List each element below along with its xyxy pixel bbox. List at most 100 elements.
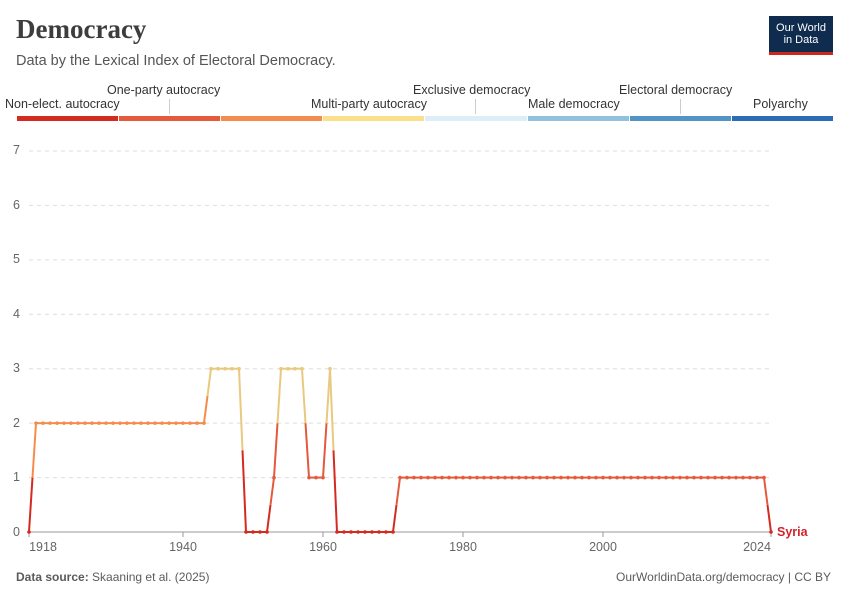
data-point: [629, 475, 633, 480]
data-point: [748, 475, 752, 480]
data-point: [370, 530, 374, 534]
data-point: [391, 530, 395, 534]
data-point: [482, 475, 486, 480]
data-point: [69, 421, 73, 425]
data-point: [286, 366, 290, 371]
y-tick-label: 0: [13, 525, 20, 539]
data-point: [328, 366, 332, 371]
data-point: [601, 475, 605, 480]
data-point: [76, 421, 80, 425]
data-point: [104, 421, 108, 425]
series-segment: [329, 368, 335, 451]
data-point: [216, 366, 220, 371]
grid-lines: [29, 150, 771, 479]
data-point: [181, 421, 185, 425]
data-point: [118, 421, 122, 425]
data-point: [314, 475, 318, 480]
y-tick-label: 2: [13, 416, 20, 430]
data-point: [433, 475, 437, 480]
footer-url-license[interactable]: OurWorldinData.org/democracy | CC BY: [616, 570, 831, 584]
data-point: [230, 366, 234, 371]
y-tick-label: 4: [13, 307, 20, 321]
data-source-label: Data source:: [16, 570, 89, 584]
legend-color-bar-5[interactable]: [528, 116, 629, 121]
series-segment: [203, 395, 209, 424]
data-point: [90, 421, 94, 425]
owid-logo[interactable]: Our World in Data: [769, 16, 833, 55]
data-point: [468, 475, 472, 480]
data-point: [209, 366, 213, 371]
data-point: [545, 475, 549, 480]
data-point: [510, 475, 514, 480]
data-point: [496, 475, 500, 480]
series-segment: [238, 368, 244, 451]
data-point: [342, 530, 346, 534]
x-tick-label: 1960: [309, 540, 337, 554]
data-point: [41, 421, 45, 425]
legend-label-multi-party-autocracy: Multi-party autocracy: [311, 97, 428, 111]
series-segment: [241, 450, 247, 533]
legend-color-bar-1[interactable]: [119, 116, 220, 121]
data-point: [741, 475, 745, 480]
x-tick-label: 1940: [169, 540, 197, 554]
data-point: [146, 421, 150, 425]
legend-color-bar-4[interactable]: [425, 116, 527, 121]
x-axis: [28, 531, 772, 537]
data-point: [699, 475, 703, 480]
data-point: [692, 475, 696, 480]
legend-color-bar-7[interactable]: [732, 116, 833, 121]
data-point: [412, 475, 416, 480]
legend-color-bar-0[interactable]: [17, 116, 118, 121]
x-tick-label: 1980: [449, 540, 477, 554]
logo-line-2: in Data: [783, 34, 819, 46]
data-point: [111, 421, 115, 425]
series-segment: [763, 477, 769, 505]
series-segment: [766, 504, 772, 533]
data-point: [384, 530, 388, 534]
series-segment: [266, 504, 272, 533]
data-point: [566, 475, 570, 480]
data-point: [615, 475, 619, 480]
y-tick-label: 7: [13, 143, 20, 157]
data-point: [587, 475, 591, 480]
data-point: [265, 530, 269, 534]
data-point: [377, 530, 381, 534]
legend-color-bar-3[interactable]: [323, 116, 424, 121]
data-point: [552, 475, 556, 480]
data-point: [153, 421, 157, 425]
data-point: [83, 421, 87, 425]
data-point: [657, 475, 661, 480]
legend-label-electoral-democracy: Electoral democracy: [619, 83, 733, 97]
data-point: [489, 475, 493, 480]
data-point: [27, 530, 31, 534]
legend-label-polyarchy: Polyarchy: [753, 97, 808, 111]
x-tick-label: 1918: [29, 540, 57, 554]
series-segment: [206, 368, 212, 397]
data-point: [678, 475, 682, 480]
data-point: [188, 421, 192, 425]
logo-line-1: Our World: [776, 22, 826, 34]
x-tick-label: 2000: [589, 540, 617, 554]
data-point: [475, 475, 479, 480]
data-point: [321, 475, 325, 480]
y-tick-label: 3: [13, 361, 20, 375]
data-point: [160, 421, 164, 425]
series-segment: [392, 504, 398, 533]
series-segment: [304, 423, 310, 478]
data-point: [594, 475, 598, 480]
data-point: [685, 475, 689, 480]
data-point: [650, 475, 654, 480]
data-point: [769, 530, 773, 534]
x-tick-label: 2024: [743, 540, 771, 554]
series-label-syria[interactable]: Syria: [777, 525, 808, 539]
data-point: [517, 475, 521, 480]
data-point: [706, 475, 710, 480]
series-segment: [395, 477, 401, 505]
legend-color-bar-2[interactable]: [221, 116, 322, 121]
data-point: [174, 421, 178, 425]
data-source-text[interactable]: Skaaning et al. (2025): [92, 570, 210, 584]
data-point: [356, 530, 360, 534]
data-point: [426, 475, 430, 480]
legend-color-bar-6[interactable]: [630, 116, 731, 121]
